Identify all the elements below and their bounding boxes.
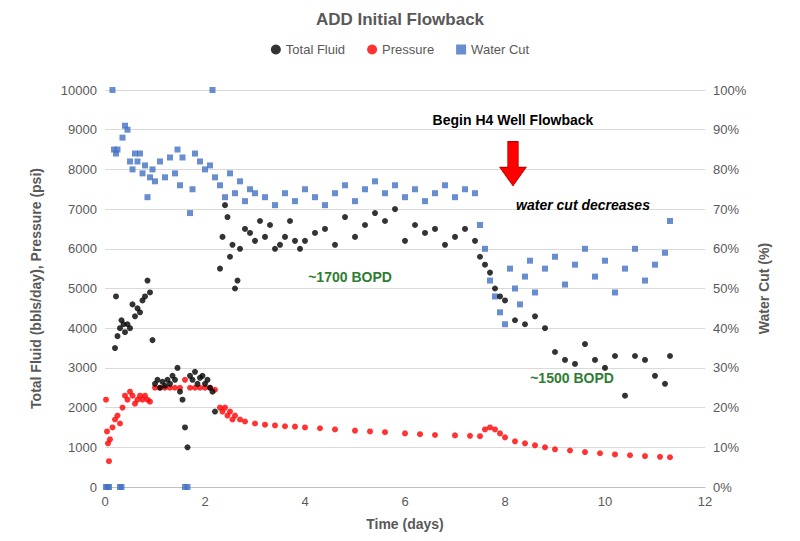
svg-text:0: 0 [90, 480, 97, 495]
svg-text:6: 6 [401, 494, 408, 509]
svg-text:8: 8 [501, 494, 508, 509]
svg-text:Begin H4 Well Flowback: Begin H4 Well Flowback [433, 112, 594, 128]
svg-text:4: 4 [301, 494, 308, 509]
svg-text:1000: 1000 [68, 440, 97, 455]
svg-text:0: 0 [101, 494, 108, 509]
svg-text:Water Cut (%): Water Cut (%) [756, 243, 772, 334]
svg-text:8000: 8000 [68, 162, 97, 177]
svg-text:2: 2 [201, 494, 208, 509]
svg-text:Pressure: Pressure [382, 42, 434, 57]
svg-text:Time (days): Time (days) [366, 516, 444, 532]
svg-text:Water Cut: Water Cut [471, 42, 529, 57]
svg-text:7000: 7000 [68, 202, 97, 217]
svg-text:10: 10 [598, 494, 612, 509]
svg-text:2000: 2000 [68, 400, 97, 415]
svg-text:9000: 9000 [68, 122, 97, 137]
svg-text:100%: 100% [713, 83, 747, 98]
svg-text:60%: 60% [713, 241, 739, 256]
svg-text:~1500 BOPD: ~1500 BOPD [530, 370, 614, 386]
svg-text:10000: 10000 [61, 83, 97, 98]
svg-text:Total Fluid (bbls/day), Pressu: Total Fluid (bbls/day), Pressure (psi) [28, 168, 44, 409]
svg-text:3000: 3000 [68, 360, 97, 375]
svg-text:6000: 6000 [68, 241, 97, 256]
svg-text:Total Fluid: Total Fluid [286, 42, 345, 57]
svg-text:50%: 50% [713, 281, 739, 296]
svg-text:water cut decreases: water cut decreases [516, 197, 650, 213]
svg-text:12: 12 [698, 494, 712, 509]
svg-text:90%: 90% [713, 122, 739, 137]
svg-text:30%: 30% [713, 360, 739, 375]
svg-text:20%: 20% [713, 400, 739, 415]
svg-text:80%: 80% [713, 162, 739, 177]
svg-text:~1700 BOPD: ~1700 BOPD [308, 269, 392, 285]
svg-text:40%: 40% [713, 321, 739, 336]
svg-text:5000: 5000 [68, 281, 97, 296]
svg-text:70%: 70% [713, 202, 739, 217]
svg-text:4000: 4000 [68, 321, 97, 336]
svg-text:0%: 0% [713, 480, 732, 495]
svg-text:10%: 10% [713, 440, 739, 455]
svg-text:ADD Initial Flowback: ADD Initial Flowback [316, 10, 485, 29]
